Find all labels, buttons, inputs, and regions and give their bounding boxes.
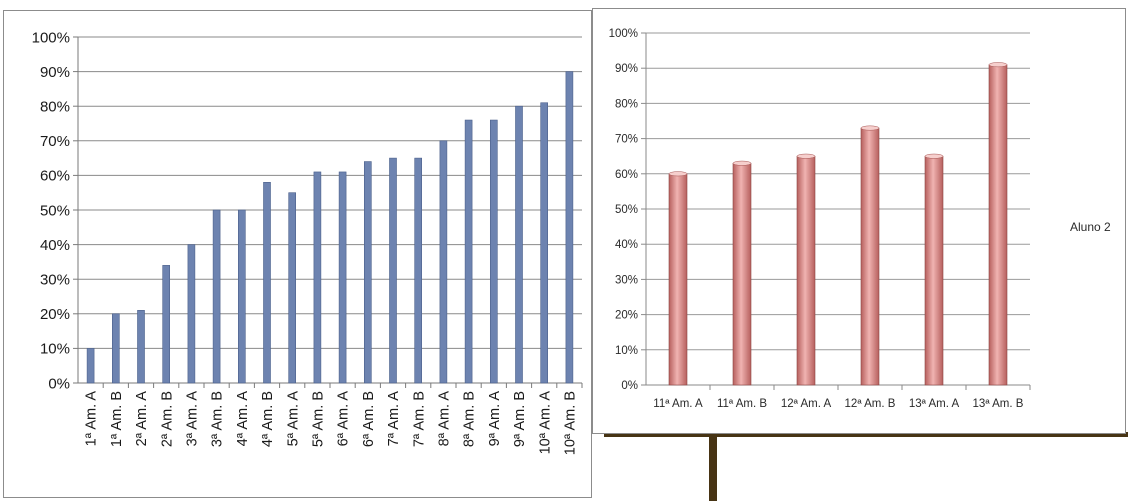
bar — [489, 119, 498, 384]
x-tick-label: 3ª Am. B — [210, 391, 226, 447]
bar — [363, 161, 372, 384]
x-tick-label: 1ª Am. A — [84, 391, 100, 447]
bar — [988, 64, 1008, 386]
x-tick-label: 11ª Am. B — [717, 398, 767, 410]
y-tick-label: 30% — [40, 271, 70, 288]
bar — [338, 171, 347, 384]
bar — [540, 102, 549, 384]
x-tick-label: 4ª Am. B — [260, 391, 276, 447]
y-tick-label: 0% — [48, 375, 70, 392]
bar-chart-left: 0% 10% 20% 30% 40% 50% 60% 70% 80% 90% 100% 1ª Am. … — [32, 29, 583, 455]
bar — [263, 182, 271, 384]
x-tick-label: 9ª Am. A — [487, 391, 503, 447]
x-tick-label: 4ª Am. A — [235, 391, 251, 447]
bar — [515, 105, 523, 384]
bar — [414, 157, 423, 384]
y-tick-label: 80% — [40, 98, 70, 115]
y-tick-label: 50% — [615, 204, 638, 216]
y-tick-label: 50% — [40, 202, 70, 219]
bar — [313, 171, 322, 384]
y-tick-label: 40% — [615, 239, 638, 251]
x-tick-label: 9ª Am. B — [512, 391, 528, 447]
x-tick-label: 7ª Am. A — [386, 391, 402, 447]
y-tick-label: 90% — [40, 64, 70, 81]
y-tick-label: 70% — [615, 134, 638, 146]
y-tick-label: 100% — [32, 29, 70, 46]
y-tick-label: 10% — [40, 341, 70, 358]
bar-cap — [924, 153, 944, 159]
bar — [924, 155, 944, 386]
x-tick-label: 6ª Am. A — [336, 391, 352, 447]
y-tick-label: 30% — [615, 274, 638, 286]
bar — [464, 119, 473, 384]
x-tick-label: 8ª Am. A — [436, 391, 452, 447]
chart-panel-right: 0% 10% 20% 30% 40% 50% 60% 70% 80% 90% 100% 11ª Am.… — [592, 8, 1126, 434]
frame-ledge — [604, 432, 1128, 437]
x-tick-label: 10ª Am. B — [562, 391, 578, 455]
x-tick-label: 2ª Am. B — [159, 391, 175, 447]
bar-cap — [796, 153, 816, 159]
legend-label: Aluno 2 — [1070, 220, 1111, 234]
bar — [439, 140, 448, 384]
bar — [389, 157, 397, 384]
x-tick-label: 5ª Am. A — [285, 391, 301, 447]
x-tick-label: 6ª Am. B — [361, 391, 377, 447]
bar-cap — [860, 125, 880, 131]
bar — [137, 310, 145, 384]
x-tick-label: 10ª Am. A — [537, 391, 553, 455]
x-tick-label: 8ª Am. B — [462, 391, 478, 447]
bar-cap — [668, 171, 688, 177]
y-tick-label: 80% — [615, 98, 638, 110]
y-tick-label: 90% — [615, 63, 638, 75]
x-tick-label: 11ª Am. A — [653, 398, 703, 410]
bar — [796, 155, 816, 386]
x-tick-label: 1ª Am. B — [109, 391, 125, 447]
y-tick-label: 60% — [615, 169, 638, 181]
y-tick-label: 0% — [621, 380, 638, 392]
x-tick-label: 12ª Am. B — [845, 398, 896, 410]
bar-chart-right: 0% 10% 20% 30% 40% 50% 60% 70% 80% 90% 100% 11ª Am.… — [609, 28, 1111, 410]
bar — [112, 313, 120, 384]
y-tick-label: 20% — [40, 306, 70, 323]
x-tick-label: 2ª Am. A — [134, 391, 150, 447]
bar — [732, 162, 752, 386]
x-tick-label: 12ª Am. A — [781, 398, 832, 410]
y-tick-label: 10% — [615, 345, 638, 357]
y-tick-label: 100% — [609, 28, 638, 40]
bar — [187, 244, 196, 384]
x-tick-label: 5ª Am. B — [310, 391, 326, 447]
bar-cap — [732, 160, 752, 166]
x-tick-label: 7ª Am. B — [411, 391, 427, 447]
bar — [162, 265, 170, 384]
y-tick-label: 70% — [40, 133, 70, 150]
y-tick-label: 20% — [615, 310, 638, 322]
bar-cap — [988, 62, 1008, 68]
x-tick-label: 13ª Am. B — [973, 398, 1024, 410]
bar — [288, 192, 297, 384]
y-tick-label: 40% — [40, 237, 70, 254]
x-tick-label: 3ª Am. A — [184, 391, 200, 447]
bar — [238, 209, 246, 384]
bar — [565, 71, 574, 384]
frame-post — [709, 437, 717, 501]
bar — [86, 348, 95, 384]
bar — [860, 127, 880, 386]
chart-panel-left: 0% 10% 20% 30% 40% 50% 60% 70% 80% 90% 100% 1ª Am. … — [3, 10, 592, 498]
bar — [668, 173, 688, 386]
y-tick-label: 60% — [40, 168, 70, 185]
bar — [212, 209, 221, 384]
x-tick-label: 13ª Am. A — [909, 398, 960, 410]
